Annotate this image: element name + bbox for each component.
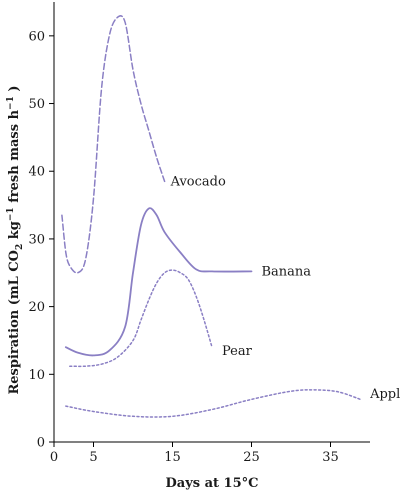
- x-tick-label: 35: [322, 450, 339, 465]
- y-tick-label: 0: [37, 436, 45, 451]
- x-axis-title: Days at 15°C: [166, 476, 259, 491]
- x-tick-label: 0: [50, 450, 58, 465]
- y-axis-title-part: ): [7, 85, 22, 96]
- y-axis-title-subscript: 2: [15, 244, 25, 250]
- y-tick-label: 10: [28, 368, 45, 383]
- y-axis-title-part: kg: [7, 221, 22, 244]
- x-tick-label: 5: [89, 450, 97, 465]
- y-axis-title-part: Respiration (mL CO: [7, 250, 22, 395]
- y-tick-label: 20: [28, 300, 45, 315]
- axes: 0 10 20 30 40 50 60 0 5 15 25 35: [28, 2, 370, 465]
- y-tick-label: 30: [28, 232, 45, 247]
- series-line-avocado: [61, 15, 166, 274]
- series-label-avocado: Avocado: [170, 174, 226, 189]
- series-label-banana: Banana: [262, 264, 312, 279]
- y-axis-title-part: fresh mass h: [7, 109, 22, 207]
- x-tick-label: 15: [164, 450, 181, 465]
- series-lines: [61, 15, 363, 418]
- x-tick-label: 25: [243, 450, 260, 465]
- series-label-apple: Apple: [369, 387, 400, 402]
- series-line-pear: [69, 269, 213, 368]
- y-axis-title-superscript: −1: [6, 96, 16, 110]
- series-line-apple: [65, 389, 363, 418]
- series-line-banana: [64, 207, 253, 357]
- series-labels: Avocado Banana Pear Apple: [170, 174, 400, 402]
- y-tick-label: 50: [28, 97, 45, 112]
- y-tick-label: 40: [28, 165, 45, 180]
- y-axis-title: Respiration (mL CO2 kg−1 fresh mass h−1 …: [6, 85, 25, 394]
- y-tick-label: 60: [28, 29, 45, 44]
- series-label-pear: Pear: [222, 344, 253, 359]
- y-axis-title-superscript: −1: [6, 207, 16, 221]
